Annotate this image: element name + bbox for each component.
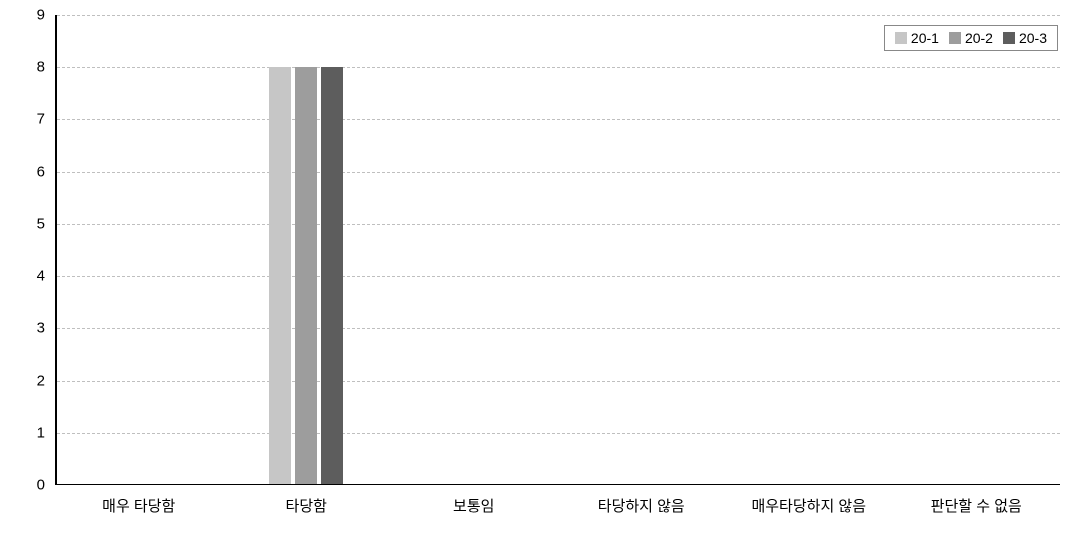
xtick-label: 보통임	[453, 495, 494, 516]
y-axis	[55, 15, 57, 485]
gridline	[57, 433, 1061, 434]
gridline	[57, 224, 1061, 225]
ytick-label: 1	[0, 424, 45, 441]
ytick-label: 8	[0, 59, 45, 76]
legend-label: 20-2	[965, 30, 993, 46]
gridline	[57, 172, 1061, 173]
ytick-label: 5	[0, 215, 45, 232]
gridline	[57, 119, 1061, 120]
legend-item: 20-3	[1003, 30, 1047, 46]
gridline	[57, 381, 1061, 382]
ytick-label: 7	[0, 111, 45, 128]
bar	[321, 67, 343, 483]
gridline	[57, 328, 1061, 329]
legend-swatch	[949, 32, 961, 44]
gridline	[57, 15, 1061, 16]
bar	[295, 67, 317, 483]
xtick-label: 타당하지 않음	[598, 495, 685, 516]
bar-chart: 0 1 2 3 4 5 6 7 8 9 매우 타당함 타당함 보통임 타당하지 않음 매우타당하지 않음 판…	[0, 0, 1092, 533]
legend-item: 20-2	[949, 30, 993, 46]
xtick-label: 타당함	[286, 495, 327, 516]
ytick-label: 2	[0, 372, 45, 389]
legend-swatch	[895, 32, 907, 44]
ytick-label: 4	[0, 268, 45, 285]
gridline	[57, 276, 1061, 277]
legend-swatch	[1003, 32, 1015, 44]
ytick-label: 3	[0, 320, 45, 337]
legend: 20-1 20-2 20-3	[884, 25, 1058, 51]
legend-label: 20-3	[1019, 30, 1047, 46]
xtick-label: 판단할 수 없음	[931, 495, 1022, 516]
legend-label: 20-1	[911, 30, 939, 46]
ytick-label: 9	[0, 7, 45, 24]
xtick-label: 매우 타당함	[102, 495, 175, 516]
bar	[269, 67, 291, 483]
x-axis	[55, 484, 1060, 486]
gridline	[57, 67, 1061, 68]
ytick-label: 6	[0, 163, 45, 180]
xtick-label: 매우타당하지 않음	[751, 495, 866, 516]
ytick-label: 0	[0, 477, 45, 494]
plot-area	[55, 15, 1060, 485]
legend-item: 20-1	[895, 30, 939, 46]
